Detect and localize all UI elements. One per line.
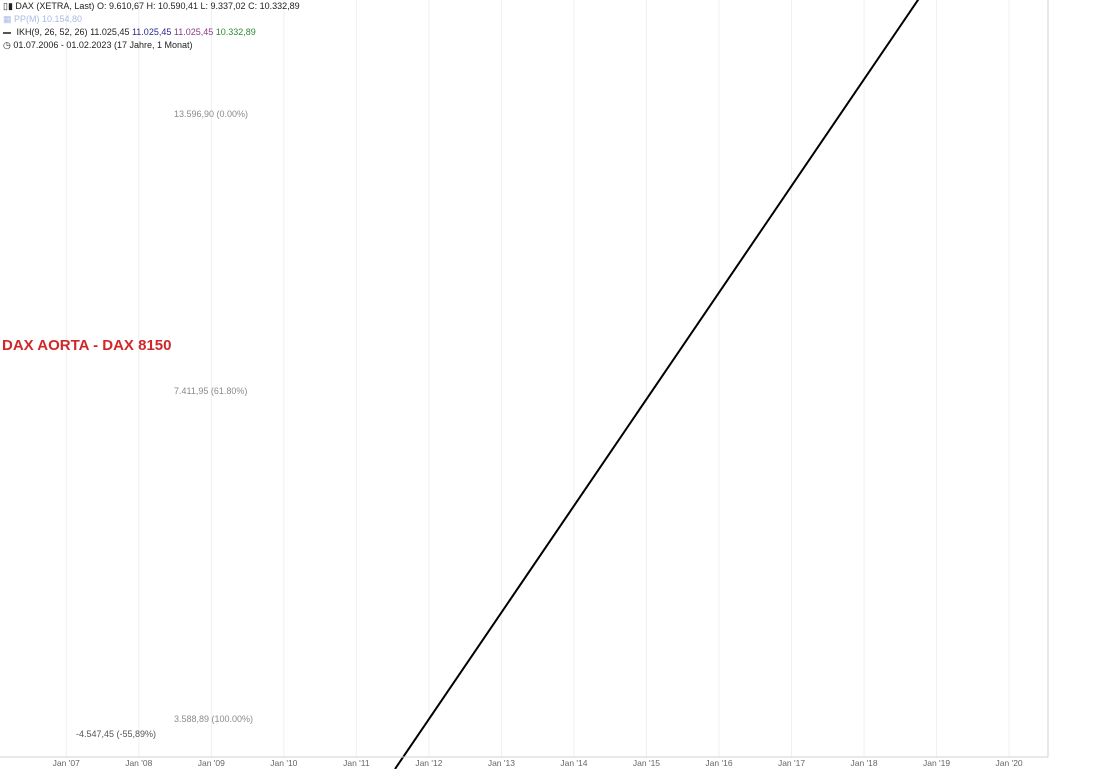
trendline-low xyxy=(394,0,920,769)
legend-ikh-v1: 11.025,45 xyxy=(90,27,130,37)
legend-ohlc: O: 9.610,67 H: 10.590,41 L: 9.337,02 C: … xyxy=(96,1,300,11)
x-tick-label: Jan '07 xyxy=(53,758,80,768)
ikh-line-icon xyxy=(3,31,11,34)
clock-icon: ◷ xyxy=(3,40,14,50)
x-tick-label: Jan '08 xyxy=(125,758,152,768)
x-tick-label: Jan '14 xyxy=(560,758,587,768)
grid-layer xyxy=(65,0,1010,757)
x-tick-label: Jan '20 xyxy=(996,758,1023,768)
aorta-title: DAX AORTA - DAX 8150 xyxy=(2,337,171,354)
candles-icon: ▯▮ xyxy=(3,1,16,11)
text-layer: DAX AORTA - DAX 8150 13.596,90 (0.00%) 7… xyxy=(2,109,253,739)
pivot-icon: ▦ xyxy=(3,14,15,24)
x-tick-label: Jan '12 xyxy=(415,758,442,768)
x-tick-label: Jan '15 xyxy=(633,758,660,768)
fib-low-label: 3.588,89 (100.00%) xyxy=(174,714,253,724)
legend-main-row: ▯▮ DAX (XETRA, Last) O: 9.610,67 H: 10.5… xyxy=(3,0,300,13)
x-tick-label: Jan '17 xyxy=(778,758,805,768)
x-tick-label: Jan '16 xyxy=(705,758,732,768)
x-tick-label: Jan '11 xyxy=(343,758,370,768)
fib-mid-label: 7.411,95 (61.80%) xyxy=(174,386,247,396)
legend-period: 01.07.2006 - 01.02.2023 xyxy=(13,40,112,50)
legend-ikh-row: IKH(9, 26, 52, 26) 11.025,45 11.025,45 1… xyxy=(3,26,300,39)
drawdown-label: -4.547,45 (-55,89%) xyxy=(76,729,156,739)
legend-ikh-v4: 10.332,89 xyxy=(215,27,256,37)
legend-pp-row: ▦ PP(M) 10.154,80 xyxy=(3,13,300,26)
legend-ikh-v2: 11.025,45 xyxy=(131,27,172,37)
x-tick-label: Jan '18 xyxy=(850,758,877,768)
x-tick-label: Jan '09 xyxy=(198,758,225,768)
legend-symbol: DAX (XETRA, Last) xyxy=(15,1,95,11)
legend: ▯▮ DAX (XETRA, Last) O: 9.610,67 H: 10.5… xyxy=(3,0,300,52)
right-axis-bg xyxy=(1048,0,1097,769)
legend-period-note: (17 Jahre, 1 Monat) xyxy=(113,40,193,50)
legend-ikh-name: IKH(9, 26, 52, 26) xyxy=(16,27,88,37)
fib-top-label: 13.596,90 (0.00%) xyxy=(174,109,248,119)
x-tick-label: Jan '19 xyxy=(923,758,950,768)
x-tick-label: Jan '10 xyxy=(270,758,297,768)
legend-pp: PP(M) 10.154,80 xyxy=(14,14,83,24)
legend-ikh-v3: 11.025,45 xyxy=(173,27,214,37)
x-tick-label: Jan '13 xyxy=(488,758,515,768)
legend-period-row: ◷ 01.07.2006 - 01.02.2023 (17 Jahre, 1 M… xyxy=(3,39,300,52)
